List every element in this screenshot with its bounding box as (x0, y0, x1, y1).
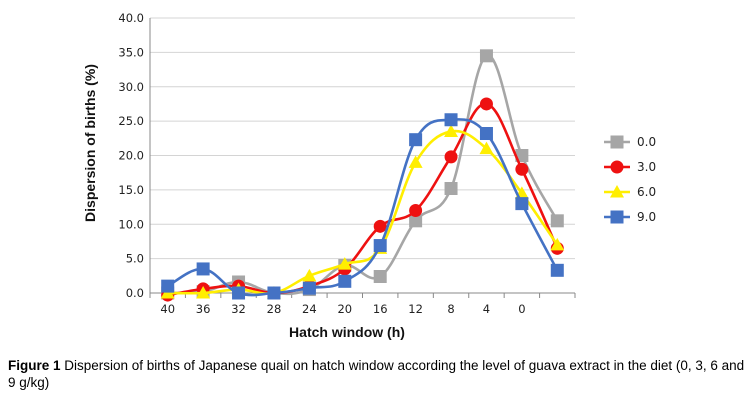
x-tick-label: 8 (447, 302, 454, 316)
data-point (267, 286, 281, 300)
data-point (515, 149, 529, 162)
chart: 40 36 32 28 24 20 16 12 8 4 0 0.05.010.015.020.025… (82, 11, 656, 340)
y-tick-label: 20.0 (118, 149, 144, 163)
data-point (161, 279, 175, 293)
y-tick-label: 15.0 (118, 183, 144, 197)
data-point (338, 274, 352, 288)
y-tick-label: 25.0 (118, 114, 144, 128)
data-point (409, 204, 423, 217)
y-axis-title: Dispersion of births (%) (82, 64, 98, 222)
x-tick-label: 32 (231, 302, 246, 316)
data-point (444, 113, 458, 127)
data-point (302, 281, 316, 295)
data-point (232, 286, 246, 300)
data-point (196, 262, 210, 276)
data-point (479, 49, 493, 63)
x-tick-label: 40 (160, 302, 175, 316)
legend-item: 3.0 (604, 160, 656, 174)
data-point (373, 270, 387, 283)
data-point (515, 162, 529, 176)
legend-label: 3.0 (637, 160, 656, 174)
data-point (515, 197, 529, 211)
data-point (196, 286, 211, 299)
x-tick-label: 28 (267, 302, 282, 316)
data-point (550, 214, 564, 228)
data-point (479, 97, 493, 111)
y-tick-label: 35.0 (118, 45, 144, 59)
y-tick-label: 10.0 (118, 217, 144, 231)
legend: 0.0 3.0 6.0 9.0 (604, 135, 656, 224)
legend-item: 9.0 (604, 210, 656, 224)
legend-item: 6.0 (604, 185, 656, 199)
legend-swatch-marker (610, 135, 624, 149)
data-point (408, 155, 423, 168)
legend-label: 0.0 (637, 135, 656, 149)
legend-swatch-marker (610, 185, 624, 198)
y-tick-label: 0.0 (126, 286, 144, 300)
series-line (167, 54, 559, 296)
y-axis: 0.0 5.0 10.0 15.0 20.0 25.0 30.0 35.0 40.0 (118, 11, 151, 300)
y-tick-label: 40.0 (118, 11, 144, 25)
data-point (409, 214, 423, 228)
x-tick-label: 24 (302, 302, 317, 316)
series-line (167, 102, 559, 297)
data-point (479, 141, 494, 155)
series-9.0 (161, 113, 564, 300)
x-tick-label: 16 (373, 302, 388, 316)
figure-caption-text: Dispersion of births of Japanese quail o… (8, 358, 745, 390)
x-tick-label: 20 (337, 302, 352, 316)
legend-swatch-marker (610, 160, 624, 174)
data-point (373, 239, 387, 253)
x-tick-label: 0 (518, 302, 525, 316)
figure-label: Figure 1 (8, 358, 61, 373)
data-point (444, 150, 458, 164)
data-point (444, 182, 458, 195)
x-axis-title: Hatch window (h) (289, 324, 405, 340)
data-point (302, 268, 317, 282)
data-point (550, 263, 564, 277)
legend-label: 6.0 (637, 185, 656, 199)
data-point (444, 124, 459, 137)
y-tick-label: 30.0 (118, 80, 144, 94)
legend-item: 0.0 (604, 135, 656, 149)
data-point (550, 237, 565, 251)
y-tick-label: 5.0 (126, 252, 144, 266)
series-group (160, 49, 565, 302)
data-point (479, 127, 493, 140)
data-point (409, 133, 423, 147)
figure-caption: Figure 1 Dispersion of births of Japanes… (8, 357, 748, 391)
series-line (167, 118, 559, 297)
x-tick-label: 4 (483, 302, 490, 316)
legend-swatch-marker (610, 210, 624, 224)
x-tick-label: 36 (196, 302, 211, 316)
x-tick-label: 12 (408, 302, 423, 316)
data-point (337, 257, 352, 270)
legend-label: 9.0 (637, 210, 656, 224)
gridlines (150, 17, 575, 294)
data-point (373, 219, 387, 233)
x-axis: 40 36 32 28 24 20 16 12 8 4 0 (149, 292, 576, 316)
